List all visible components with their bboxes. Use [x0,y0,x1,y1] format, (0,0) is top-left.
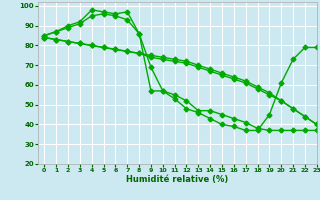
X-axis label: Humidité relative (%): Humidité relative (%) [126,175,229,184]
